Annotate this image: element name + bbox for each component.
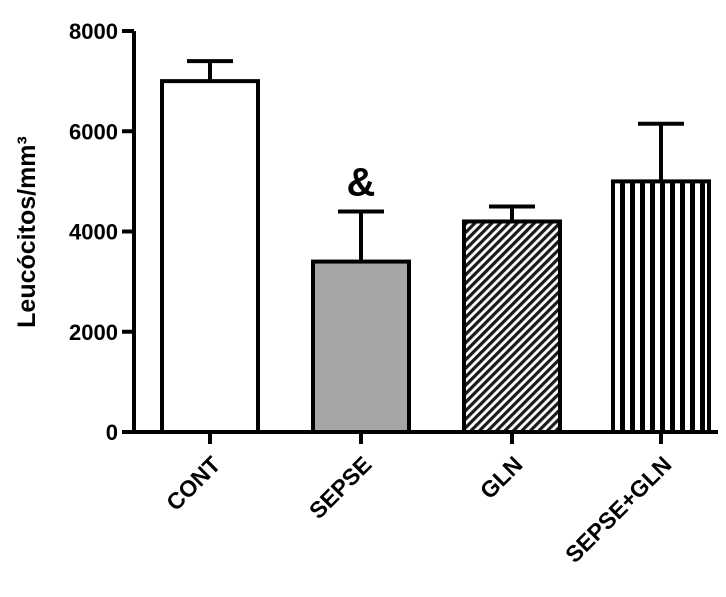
y-tick-label: 4000 [69,220,118,245]
bar-gln [462,219,562,434]
y-axis-label: Leucócitos/mm³ [13,136,41,328]
y-tick-label: 8000 [69,19,118,44]
y-axis: 0 2000 4000 6000 8000 [69,19,136,445]
bars [160,59,711,435]
x-tick-label: SEPSE+GLN [560,451,676,567]
significance-marker: & [347,160,376,204]
x-tick-label: CONT [161,451,225,515]
x-tick-label: GLN [475,451,528,504]
y-tick-label: 6000 [69,119,118,144]
bar-cont [160,79,260,434]
y-tick-label: 0 [106,420,118,445]
x-tick-label: SEPSE [304,451,377,524]
annotations: & [347,160,376,204]
bar-sepse [311,259,411,435]
x-axis: CONT SEPSE GLN SEPSE+GLN [132,430,718,568]
bar-sepse-gln [611,179,711,434]
y-tick-label: 2000 [69,320,118,345]
